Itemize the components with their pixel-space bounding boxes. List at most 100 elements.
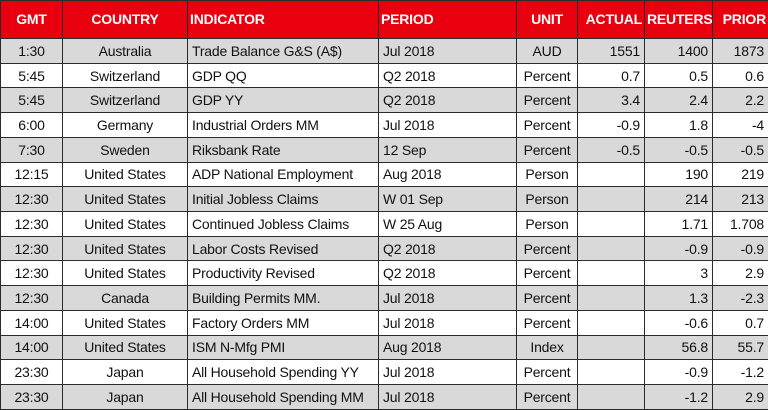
column-header-reuters-poll: REUTERS POLL (644, 0, 713, 39)
cell-gmt: 14:00 (0, 334, 63, 361)
cell-prior: -0.5 (712, 136, 768, 163)
cell-unit: Percent (516, 260, 578, 287)
cell-unit: Percent (516, 136, 578, 163)
cell-country: Switzerland (62, 87, 188, 114)
cell-prior: -0.9 (712, 235, 768, 262)
cell-period: Jul 2018 (378, 309, 517, 336)
cell-period: Jul 2018 (378, 285, 517, 311)
cell-actual (577, 235, 645, 262)
cell-country: United States (62, 260, 188, 287)
cell-poll: -0.9 (644, 359, 713, 386)
cell-period: 12 Sep (378, 136, 517, 163)
cell-gmt: 12:30 (0, 211, 63, 237)
cell-indicator: All Household Spending YY (187, 359, 379, 386)
cell-actual (577, 384, 645, 410)
table-row: 12:30 United States Initial Jobless Clai… (0, 186, 768, 213)
cell-poll: -0.6 (644, 309, 713, 336)
cell-unit: Index (516, 334, 578, 361)
cell-period: Q2 2018 (378, 87, 517, 114)
cell-gmt: 12:30 (0, 260, 63, 287)
table-row: 12:30 United States Labor Costs Revised … (0, 235, 768, 262)
table-row: 14:00 United States Factory Orders MM Ju… (0, 309, 768, 336)
cell-poll: 214 (644, 186, 713, 213)
cell-prior: 2.9 (712, 260, 768, 287)
cell-unit: Percent (516, 285, 578, 311)
cell-period: Jul 2018 (378, 384, 517, 410)
table-row: 23:30 Japan All Household Spending MM Ju… (0, 384, 768, 410)
cell-unit: Person (516, 186, 578, 213)
cell-prior: 2.9 (712, 384, 768, 410)
cell-country: Sweden (62, 136, 188, 163)
cell-gmt: 1:30 (0, 38, 63, 64)
cell-prior: -4 (712, 112, 768, 138)
cell-period: Q2 2018 (378, 62, 517, 89)
column-header-indicator: INDICATOR (187, 0, 379, 39)
cell-indicator: Continued Jobless Claims (187, 211, 379, 237)
header-row: GMT COUNTRY INDICATOR PERIOD UNIT ACTUAL… (0, 0, 768, 39)
cell-period: Aug 2018 (378, 334, 517, 361)
cell-period: W 01 Sep (378, 186, 517, 213)
cell-indicator: ADP National Employment (187, 161, 379, 188)
cell-gmt: 12:30 (0, 285, 63, 311)
column-header-period: PERIOD (378, 0, 517, 39)
cell-prior: 1873 (712, 38, 768, 64)
cell-period: W 25 Aug (378, 211, 517, 237)
cell-prior: 219 (712, 161, 768, 188)
cell-period: Jul 2018 (378, 359, 517, 386)
cell-unit: Percent (516, 112, 578, 138)
cell-country: United States (62, 161, 188, 188)
cell-indicator: Labor Costs Revised (187, 235, 379, 262)
table-row: 12:30 Canada Building Permits MM. Jul 20… (0, 285, 768, 311)
cell-country: United States (62, 235, 188, 262)
cell-indicator: Factory Orders MM (187, 309, 379, 336)
cell-indicator: Initial Jobless Claims (187, 186, 379, 213)
column-header-country: COUNTRY (62, 0, 188, 39)
cell-unit: AUD (516, 38, 578, 64)
cell-actual (577, 285, 645, 311)
cell-actual: 1551 (577, 38, 645, 64)
cell-prior: 0.7 (712, 309, 768, 336)
cell-prior: 0.6 (712, 62, 768, 89)
table-body: 1:30 Australia Trade Balance G&S (A$) Ju… (0, 38, 768, 410)
column-header-prior: PRIOR (712, 0, 768, 39)
cell-prior: 1.708 (712, 211, 768, 237)
cell-unit: Percent (516, 384, 578, 410)
cell-prior: 55.7 (712, 334, 768, 361)
cell-country: United States (62, 211, 188, 237)
table-row: 12:30 United States Continued Jobless Cl… (0, 211, 768, 237)
cell-actual (577, 309, 645, 336)
cell-indicator: All Household Spending MM (187, 384, 379, 410)
cell-gmt: 7:30 (0, 136, 63, 163)
cell-unit: Percent (516, 309, 578, 336)
cell-prior: 2.2 (712, 87, 768, 114)
cell-gmt: 12:30 (0, 235, 63, 262)
cell-poll: 1.8 (644, 112, 713, 138)
cell-actual (577, 186, 645, 213)
cell-country: Japan (62, 384, 188, 410)
cell-period: Q2 2018 (378, 235, 517, 262)
cell-unit: Percent (516, 62, 578, 89)
cell-gmt: 23:30 (0, 384, 63, 410)
cell-period: Aug 2018 (378, 161, 517, 188)
cell-poll: 3 (644, 260, 713, 287)
cell-actual (577, 334, 645, 361)
cell-country: Canada (62, 285, 188, 311)
cell-gmt: 5:45 (0, 87, 63, 114)
cell-gmt: 14:00 (0, 309, 63, 336)
cell-country: United States (62, 334, 188, 361)
cell-period: Q2 2018 (378, 260, 517, 287)
table-row: 5:45 Switzerland GDP QQ Q2 2018 Percent … (0, 62, 768, 89)
cell-actual: -0.5 (577, 136, 645, 163)
table-row: 7:30 Sweden Riksbank Rate 12 Sep Percent… (0, 136, 768, 163)
cell-poll: 1400 (644, 38, 713, 64)
column-header-gmt: GMT (0, 0, 63, 39)
cell-actual (577, 211, 645, 237)
cell-actual: 0.7 (577, 62, 645, 89)
cell-poll: 1.71 (644, 211, 713, 237)
cell-gmt: 12:15 (0, 161, 63, 188)
cell-actual (577, 260, 645, 287)
table-row: 6:00 Germany Industrial Orders MM Jul 20… (0, 112, 768, 138)
cell-country: Germany (62, 112, 188, 138)
cell-poll: -0.9 (644, 235, 713, 262)
table-row: 1:30 Australia Trade Balance G&S (A$) Ju… (0, 38, 768, 64)
